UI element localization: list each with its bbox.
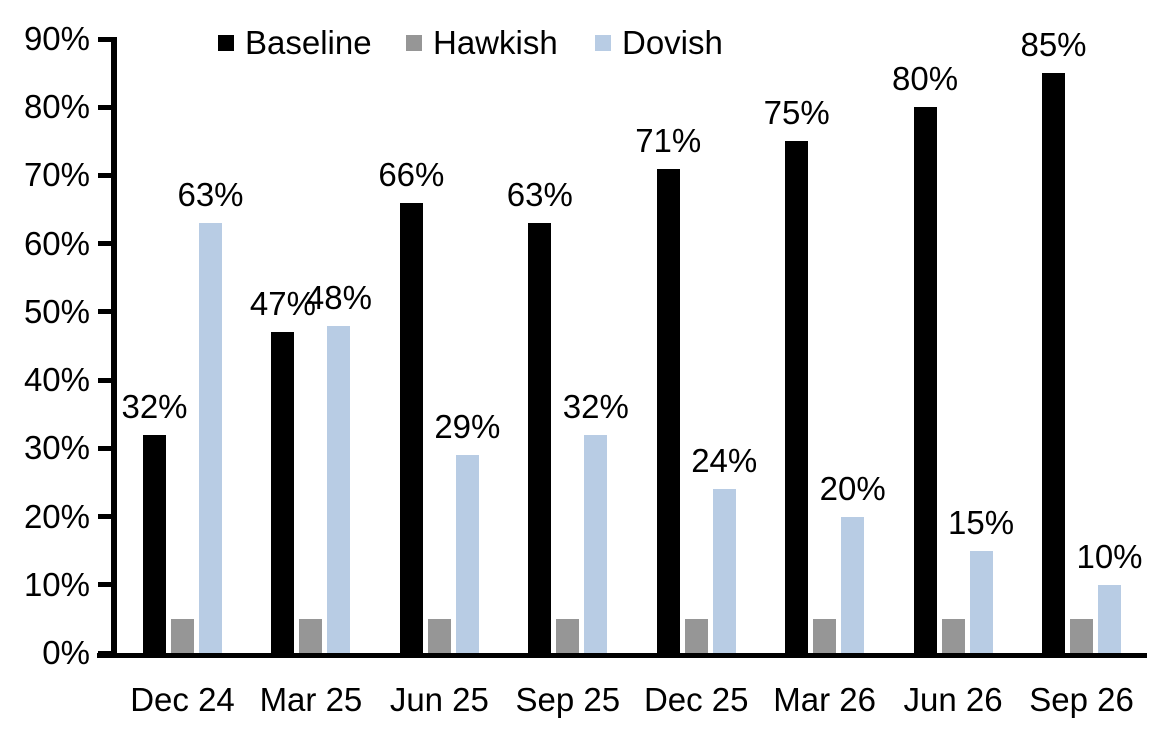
y-axis-tick — [98, 309, 111, 315]
bar-hawkish-sep-25 — [556, 618, 580, 653]
bar-value-label: 24% — [691, 442, 758, 480]
bar-hawkish-mar-25 — [299, 618, 323, 653]
bar-hawkish-mar-26 — [813, 618, 837, 653]
legend-swatch-icon — [218, 35, 234, 51]
bar-value-label: 32% — [121, 387, 188, 425]
bar-value-label: 75% — [763, 94, 830, 132]
y-axis-tick — [98, 377, 111, 383]
x-axis-category-label: Sep 26 — [1029, 681, 1134, 718]
bar-baseline-sep-25 — [528, 223, 552, 653]
bar-value-label: 63% — [506, 176, 573, 214]
bar-dovish-sep-26 — [1098, 584, 1121, 653]
y-axis-line — [111, 37, 117, 658]
bar-value-label: 32% — [562, 387, 629, 425]
y-axis-tick-label: 70% — [23, 156, 90, 194]
x-axis-category-label: Sep 25 — [515, 681, 621, 718]
y-axis-tick-label: 30% — [23, 429, 90, 467]
legend-label: Baseline — [245, 24, 372, 61]
y-axis-tick — [98, 650, 111, 656]
y-axis-tick-label: 60% — [23, 224, 90, 262]
y-axis-tick-label: 20% — [23, 497, 90, 535]
bar-baseline-dec-24 — [143, 434, 166, 653]
bar-baseline-mar-26 — [785, 141, 809, 653]
bar-dovish-dec-25 — [712, 489, 736, 653]
y-axis-tick — [98, 582, 111, 588]
legend-item-baseline: Baseline — [218, 24, 372, 62]
y-axis-tick — [98, 172, 111, 178]
bar-baseline-jun-25 — [399, 202, 423, 653]
bar-dovish-jun-26 — [969, 550, 993, 653]
y-axis-tick — [98, 241, 111, 247]
legend-swatch-icon — [595, 35, 611, 51]
bar-value-label: 20% — [819, 469, 886, 507]
y-axis-tick — [98, 36, 111, 42]
bar-value-label: 48% — [305, 278, 372, 316]
bar-dovish-sep-25 — [584, 434, 608, 653]
x-axis-category-label: Mar 25 — [259, 681, 363, 718]
x-axis-line — [97, 653, 1147, 658]
bar-value-label: 85% — [1020, 26, 1087, 64]
y-axis-tick — [98, 445, 111, 451]
bar-value-label: 29% — [434, 408, 501, 446]
x-axis-category-label: Jun 26 — [903, 681, 1003, 718]
y-axis-tick — [98, 104, 111, 110]
x-axis-category-label: Mar 26 — [773, 681, 876, 718]
bar-value-label: 10% — [1076, 537, 1143, 575]
bar-dovish-dec-24 — [199, 223, 222, 653]
bar-value-label: 63% — [177, 176, 244, 214]
bar-baseline-dec-25 — [656, 168, 680, 653]
y-axis-tick-label: 0% — [42, 634, 90, 671]
bar-value-label: 71% — [635, 121, 702, 159]
bar-value-label: 47% — [249, 285, 316, 323]
bar-hawkish-jun-26 — [941, 618, 965, 653]
bar-hawkish-jun-25 — [427, 618, 451, 653]
legend-label: Dovish — [622, 24, 723, 61]
bar-dovish-jun-25 — [455, 455, 479, 653]
x-axis-category-label: Dec 25 — [643, 681, 749, 718]
legend-label: Hawkish — [433, 24, 558, 61]
y-axis-tick — [98, 514, 111, 520]
bar-hawkish-dec-24 — [171, 618, 194, 653]
bar-baseline-jun-26 — [913, 107, 937, 653]
bar-hawkish-dec-25 — [684, 618, 708, 653]
legend-swatch-icon — [406, 35, 422, 51]
bar-hawkish-sep-26 — [1070, 618, 1093, 653]
y-axis-tick-label: 50% — [23, 292, 90, 330]
bar-value-label: 66% — [378, 155, 445, 193]
bar-baseline-mar-25 — [271, 332, 295, 653]
bar-value-label: 80% — [892, 60, 959, 98]
legend-item-hawkish: Hawkish — [406, 24, 558, 62]
bar-baseline-sep-26 — [1042, 73, 1065, 653]
legend-item-dovish: Dovish — [595, 24, 723, 62]
bar-dovish-mar-25 — [327, 325, 351, 653]
y-axis-tick-label: 90% — [23, 20, 90, 57]
bar-dovish-mar-26 — [841, 516, 865, 653]
x-axis-category-label: Jun 25 — [389, 681, 489, 718]
bar-value-label: 15% — [948, 503, 1015, 541]
y-axis-tick-label: 40% — [23, 361, 90, 399]
y-axis-tick-label: 80% — [23, 88, 90, 126]
x-axis-category-label: Dec 24 — [130, 681, 235, 718]
y-axis-tick-label: 10% — [23, 565, 90, 603]
